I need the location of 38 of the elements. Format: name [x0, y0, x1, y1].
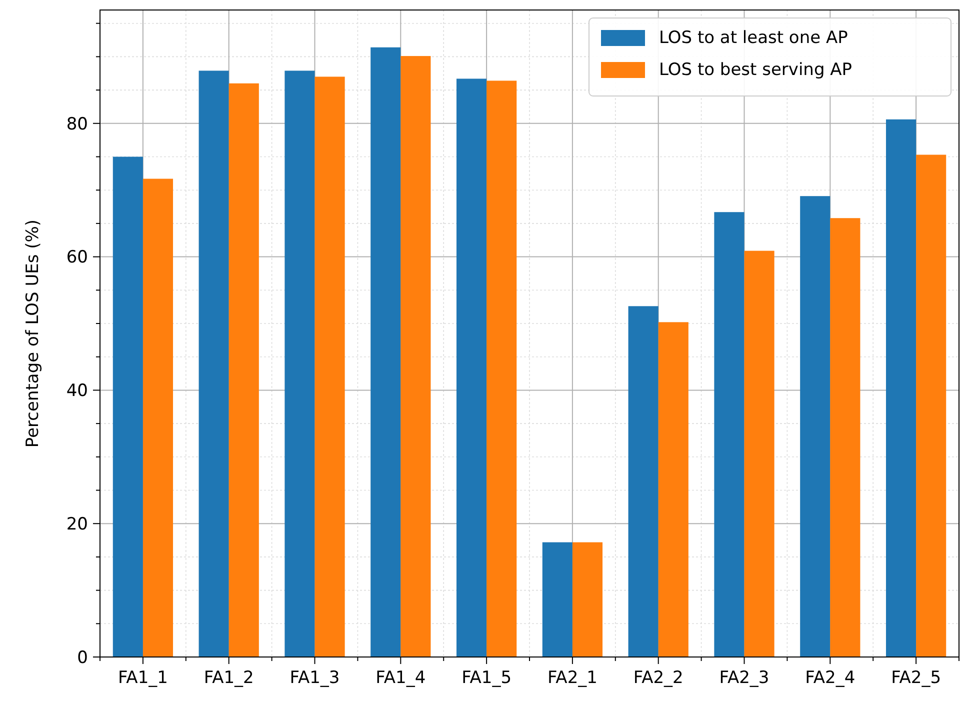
bar	[658, 322, 688, 657]
bar	[486, 80, 517, 657]
x-tick-label: FA1_2	[204, 668, 254, 688]
bar	[284, 70, 315, 657]
bar	[572, 542, 603, 657]
x-tick-label: FA2_1	[547, 668, 598, 688]
legend-label: LOS to best serving AP	[659, 60, 852, 80]
bar	[228, 83, 259, 657]
bar	[198, 70, 229, 657]
bar	[830, 218, 860, 657]
x-tick-label: FA2_2	[633, 668, 684, 688]
bar	[916, 154, 946, 657]
x-tick-label: FA1_5	[462, 668, 512, 688]
bar	[800, 196, 830, 657]
legend-label: LOS to at least one AP	[659, 28, 848, 48]
x-tick-label: FA2_5	[891, 668, 942, 688]
y-tick-label: 80	[66, 114, 88, 134]
bar	[400, 56, 431, 657]
bar	[886, 119, 916, 657]
y-axis-title: Percentage of LOS UEs (%)	[23, 219, 43, 448]
x-tick-label: FA2_4	[805, 668, 856, 688]
bar	[456, 78, 487, 657]
x-tick-label: FA2_3	[719, 668, 770, 688]
y-tick-label: 20	[66, 514, 88, 535]
x-tick-label: FA1_3	[290, 668, 340, 688]
bar	[142, 178, 174, 657]
y-tick-label: 0	[77, 648, 88, 668]
x-tick-label: FA1_4	[376, 668, 426, 688]
x-tick-label: FA1_1	[118, 668, 168, 688]
bar	[744, 250, 774, 657]
bar	[714, 212, 744, 657]
bar	[314, 76, 345, 657]
y-tick-label: 40	[66, 381, 88, 402]
bar	[370, 47, 401, 657]
bar	[542, 542, 572, 657]
y-tick-label: 60	[66, 248, 88, 268]
bar	[628, 306, 658, 657]
bar	[112, 156, 143, 657]
